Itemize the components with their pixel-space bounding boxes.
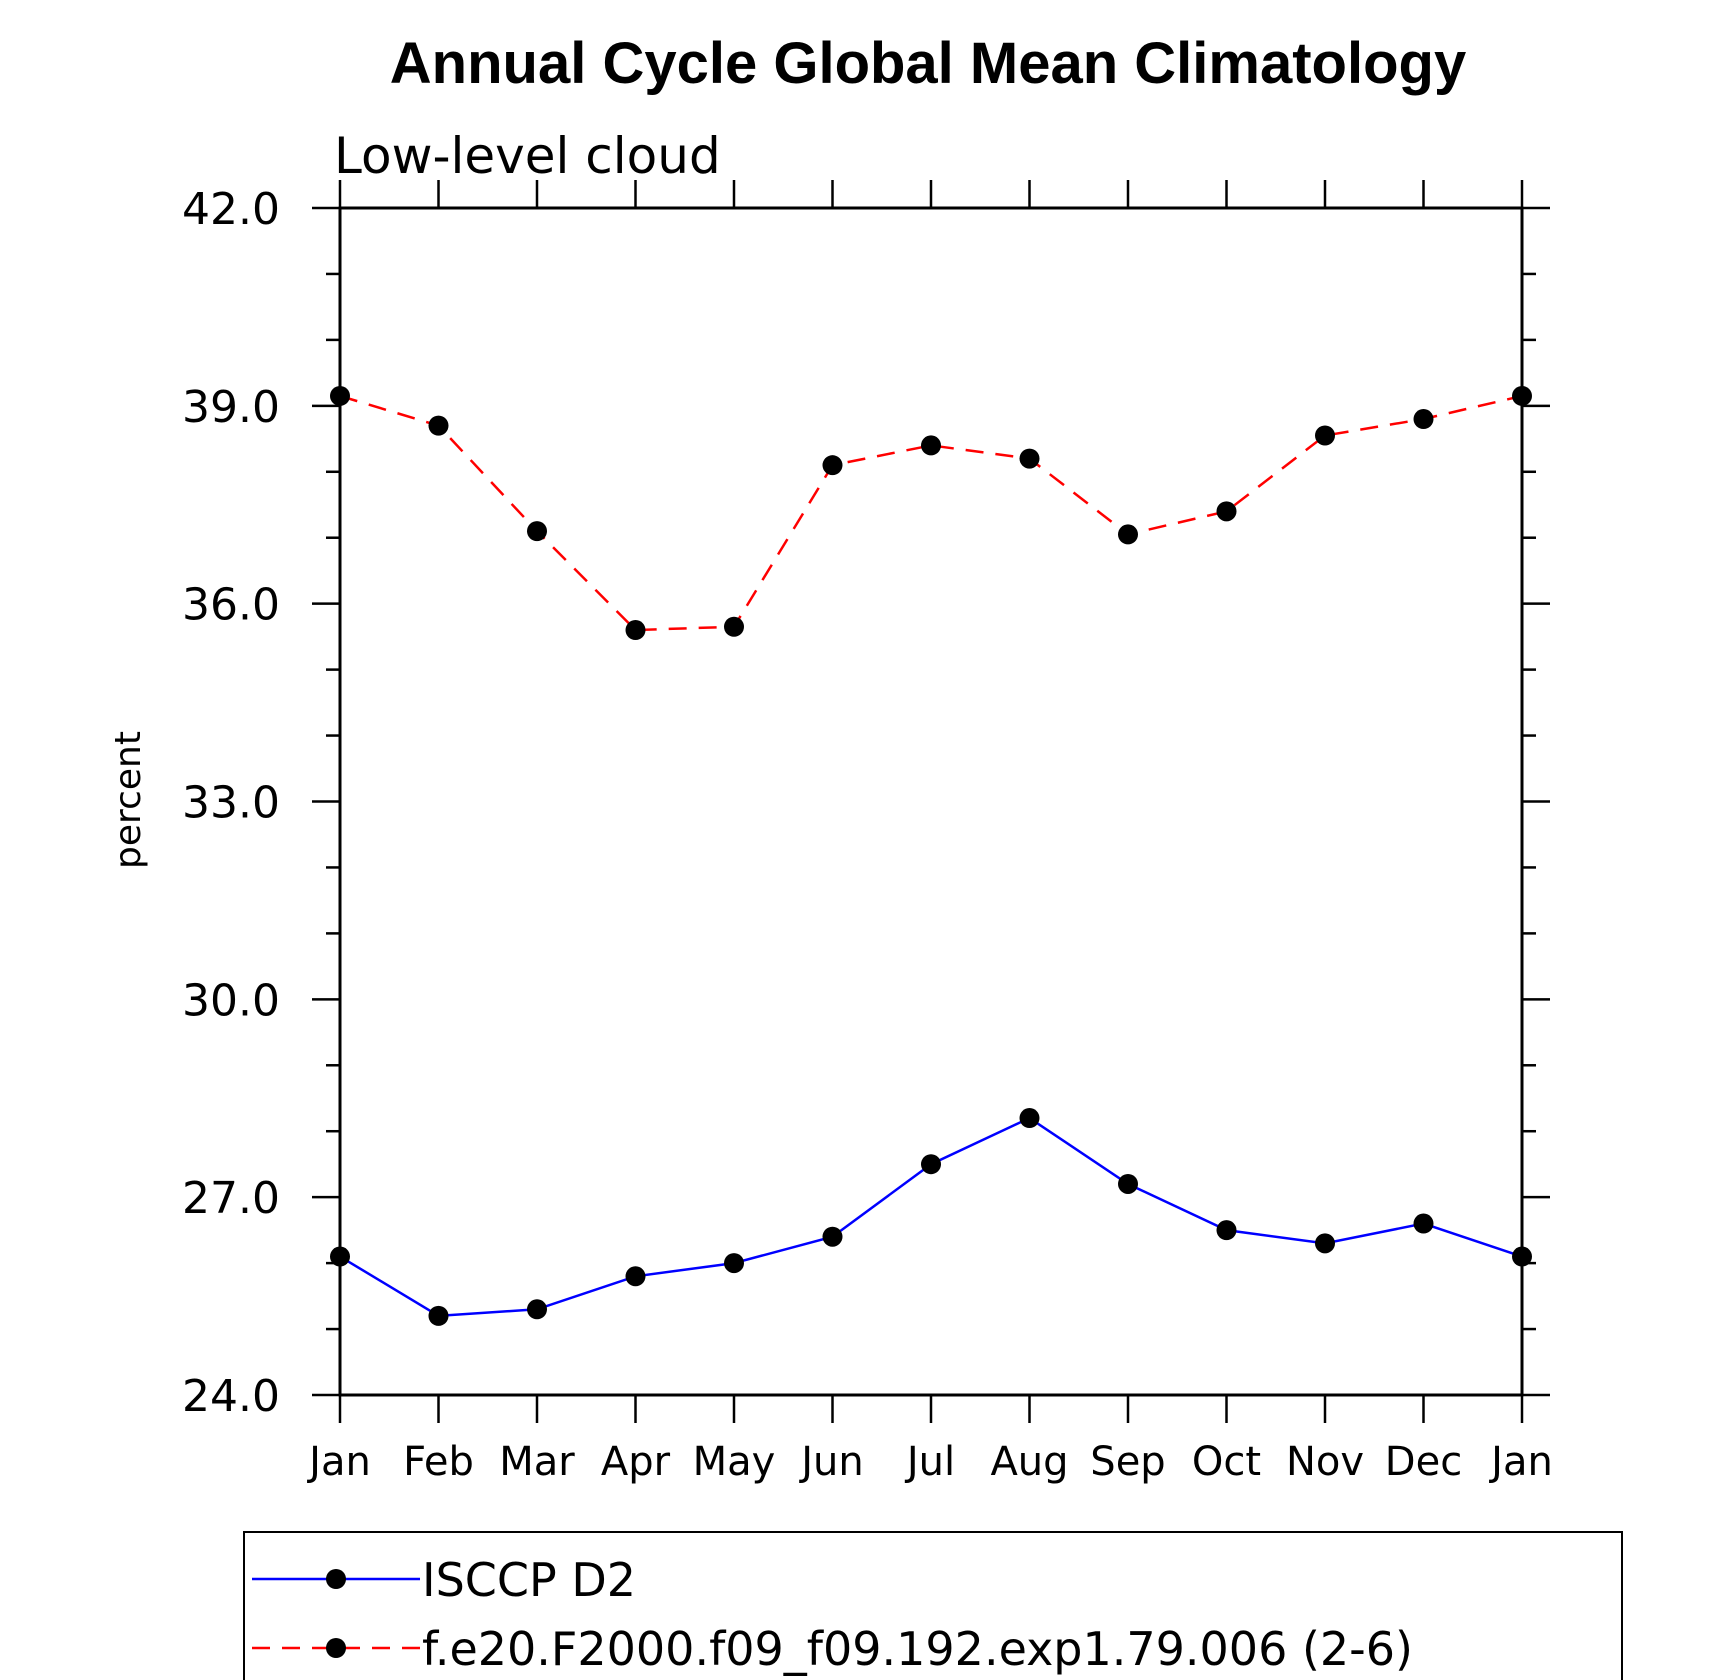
y-tick-label: 42.0: [182, 184, 280, 235]
legend-label-1: ISCCP D2: [422, 1553, 636, 1607]
x-tick-label: Dec: [1385, 1439, 1462, 1485]
axis-ticks: [312, 180, 1550, 1423]
x-tick-label: Oct: [1192, 1439, 1261, 1485]
x-tick-label: Apr: [601, 1439, 671, 1485]
data-point: [1413, 409, 1434, 430]
series-line-2: [339, 394, 1523, 632]
data-point: [1216, 501, 1237, 522]
series-line-1: [339, 1116, 1523, 1318]
data-point: [1413, 1213, 1434, 1234]
x-tick-label: May: [693, 1439, 776, 1485]
data-point: [921, 435, 941, 456]
chart-subtitle: Low-level cloud: [334, 127, 721, 185]
x-tick-label: Feb: [403, 1439, 474, 1485]
y-tick-label: 24.0: [182, 1371, 280, 1422]
legend: ISCCP D2 f.e20.F2000.f09_f09.192.exp1.79.…: [243, 1531, 1623, 1680]
data-point: [330, 1246, 350, 1267]
y-tick-label: 33.0: [182, 778, 280, 829]
data-point: [527, 521, 547, 542]
x-tick-label: Sep: [1090, 1439, 1165, 1485]
data-point: [822, 455, 843, 476]
data-point: [625, 1266, 646, 1287]
data-point: [1315, 1233, 1335, 1254]
y-tick-label: 39.0: [182, 382, 280, 433]
x-tick-label: Aug: [990, 1439, 1068, 1485]
legend-marker-2: [326, 1638, 346, 1658]
data-point: [921, 1154, 941, 1175]
x-tick-labels: Jan Feb Mar Apr May Jun Jul Aug Sep Oct Nov Dec Jan: [306, 1439, 1553, 1485]
data-point: [724, 616, 744, 637]
x-tick-label: Jan: [1488, 1439, 1553, 1485]
y-axis-label: percent: [108, 731, 149, 869]
y-tick-label: 30.0: [182, 975, 280, 1026]
data-point: [625, 620, 646, 641]
x-tick-label: Jul: [904, 1439, 955, 1485]
y-tick-label: 27.0: [182, 1173, 280, 1224]
data-point: [822, 1226, 843, 1247]
x-tick-label: Jan: [306, 1439, 371, 1485]
plot-frame: [338, 206, 1524, 1397]
legend-marker-1: [326, 1569, 346, 1589]
legend-label-2: f.e20.F2000.f09_f09.192.exp1.79.006 (2-6…: [422, 1622, 1413, 1676]
y-tick-labels: 24.0 27.0 30.0 33.0 36.0 39.0 42.0: [182, 184, 280, 1422]
y-tick-label: 36.0: [182, 580, 280, 631]
chart-title: Annual Cycle Global Mean Climatology: [390, 31, 1466, 96]
data-point: [1019, 1108, 1040, 1129]
data-point: [1512, 385, 1532, 406]
data-point: [428, 415, 449, 436]
x-tick-label: Mar: [499, 1439, 575, 1485]
data-point: [330, 385, 350, 406]
data-point: [1512, 1246, 1532, 1267]
data-point: [527, 1299, 547, 1320]
data-point: [1315, 425, 1335, 446]
data-point: [1019, 448, 1040, 469]
data-point: [724, 1253, 744, 1274]
x-tick-label: Nov: [1286, 1439, 1364, 1485]
data-point: [428, 1305, 449, 1326]
data-point: [1118, 524, 1138, 545]
plot-border: [338, 206, 1524, 1397]
x-tick-label: Jun: [798, 1439, 864, 1485]
data-point: [1216, 1220, 1237, 1241]
data-point: [1118, 1173, 1138, 1194]
legend-box: [243, 1531, 1623, 1680]
series-layer: [330, 385, 1532, 1326]
